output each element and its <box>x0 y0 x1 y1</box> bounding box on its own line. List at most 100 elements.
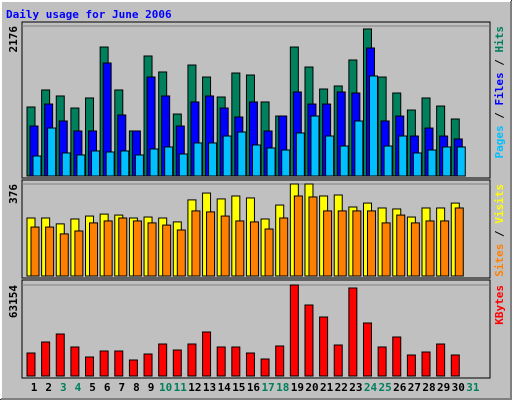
bar <box>26 352 36 377</box>
bar <box>323 210 333 277</box>
bar <box>377 346 387 377</box>
bar <box>366 210 376 277</box>
x-tick-label: 30 <box>452 381 465 394</box>
legend-entry: KBytes <box>493 285 506 325</box>
bar <box>281 149 291 177</box>
bar <box>61 152 71 177</box>
bar <box>333 344 343 377</box>
bar <box>249 221 259 277</box>
bar <box>206 211 216 277</box>
bar <box>392 336 402 377</box>
x-tick-label: 9 <box>148 381 155 394</box>
x-tick-label: 22 <box>335 381 348 394</box>
bar <box>105 151 115 177</box>
y-tick-label: 376 <box>7 184 20 204</box>
x-tick-label: 21 <box>320 381 334 394</box>
x-tick-label: 3 <box>60 381 67 394</box>
bar <box>237 131 247 177</box>
bar <box>164 146 174 177</box>
bar <box>76 154 86 177</box>
bar <box>45 226 55 277</box>
x-tick-label: 1 <box>31 381 38 394</box>
bar <box>410 222 420 277</box>
bar <box>32 155 42 177</box>
x-tick-label: 26 <box>393 381 407 394</box>
bar <box>381 222 391 277</box>
bar <box>114 350 124 377</box>
bar <box>85 356 95 377</box>
legend-entry: Hits <box>493 26 506 53</box>
x-tick-label: 2 <box>45 381 52 394</box>
y-tick-label: 2176 <box>7 26 20 53</box>
x-tick-label: 12 <box>188 381 201 394</box>
x-tick-label: 15 <box>232 381 245 394</box>
bar <box>406 354 416 377</box>
x-tick-label: 8 <box>133 381 140 394</box>
bar <box>99 350 109 377</box>
bar <box>383 145 393 177</box>
legend-entry: Sites <box>493 244 506 277</box>
bar <box>132 220 142 277</box>
y-tick-label: 63154 <box>7 285 20 318</box>
bar <box>450 354 460 377</box>
bar <box>245 352 255 377</box>
legend-separator: / <box>493 106 506 126</box>
bar <box>398 135 408 177</box>
bar <box>354 120 364 177</box>
bar <box>118 217 128 277</box>
legend: Sites / Visits <box>493 184 506 277</box>
bar <box>220 215 230 277</box>
bar <box>295 132 305 177</box>
bar <box>396 214 406 277</box>
bar <box>30 226 40 277</box>
bar <box>120 150 130 177</box>
bar <box>362 322 372 377</box>
legend-entry: Files <box>493 72 506 105</box>
x-tick-label: 6 <box>104 381 111 394</box>
bar <box>456 146 466 177</box>
bar <box>222 135 232 177</box>
bar <box>55 333 65 377</box>
x-tick-label: 23 <box>349 381 362 394</box>
x-tick-label: 18 <box>276 381 289 394</box>
legend: KBytes <box>493 285 506 325</box>
legend-separator: / <box>493 53 506 73</box>
bar <box>59 233 69 277</box>
x-tick-label: 25 <box>378 381 391 394</box>
x-tick-label: 29 <box>437 381 450 394</box>
bar <box>412 152 422 177</box>
bar <box>149 148 159 177</box>
bar <box>91 150 101 177</box>
legend-entry: Pages <box>493 125 506 158</box>
bar <box>425 220 435 277</box>
bar <box>310 115 320 177</box>
bar <box>74 230 84 277</box>
bar <box>275 345 285 377</box>
bar <box>337 210 347 277</box>
bar <box>162 224 172 277</box>
bar <box>187 343 197 377</box>
x-tick-label: 13 <box>203 381 216 394</box>
x-tick-label: 19 <box>291 381 304 394</box>
bar <box>235 220 245 277</box>
bar <box>436 343 446 377</box>
x-tick-label: 31 <box>466 381 480 394</box>
chart-title: Daily usage for June 2006 <box>6 8 172 21</box>
x-tick-label: 4 <box>75 381 82 394</box>
x-tick-label: 20 <box>305 381 318 394</box>
x-tick-label: 16 <box>247 381 261 394</box>
bar <box>208 142 218 177</box>
bar <box>176 229 186 277</box>
x-tick-label: 11 <box>174 381 188 394</box>
bar <box>264 228 274 277</box>
x-tick-label: 5 <box>89 381 96 394</box>
bar <box>368 75 378 177</box>
bar <box>289 284 299 377</box>
bar <box>216 346 226 377</box>
bar <box>251 144 261 177</box>
bar <box>260 358 270 377</box>
bar <box>231 346 241 377</box>
bar <box>41 341 51 377</box>
